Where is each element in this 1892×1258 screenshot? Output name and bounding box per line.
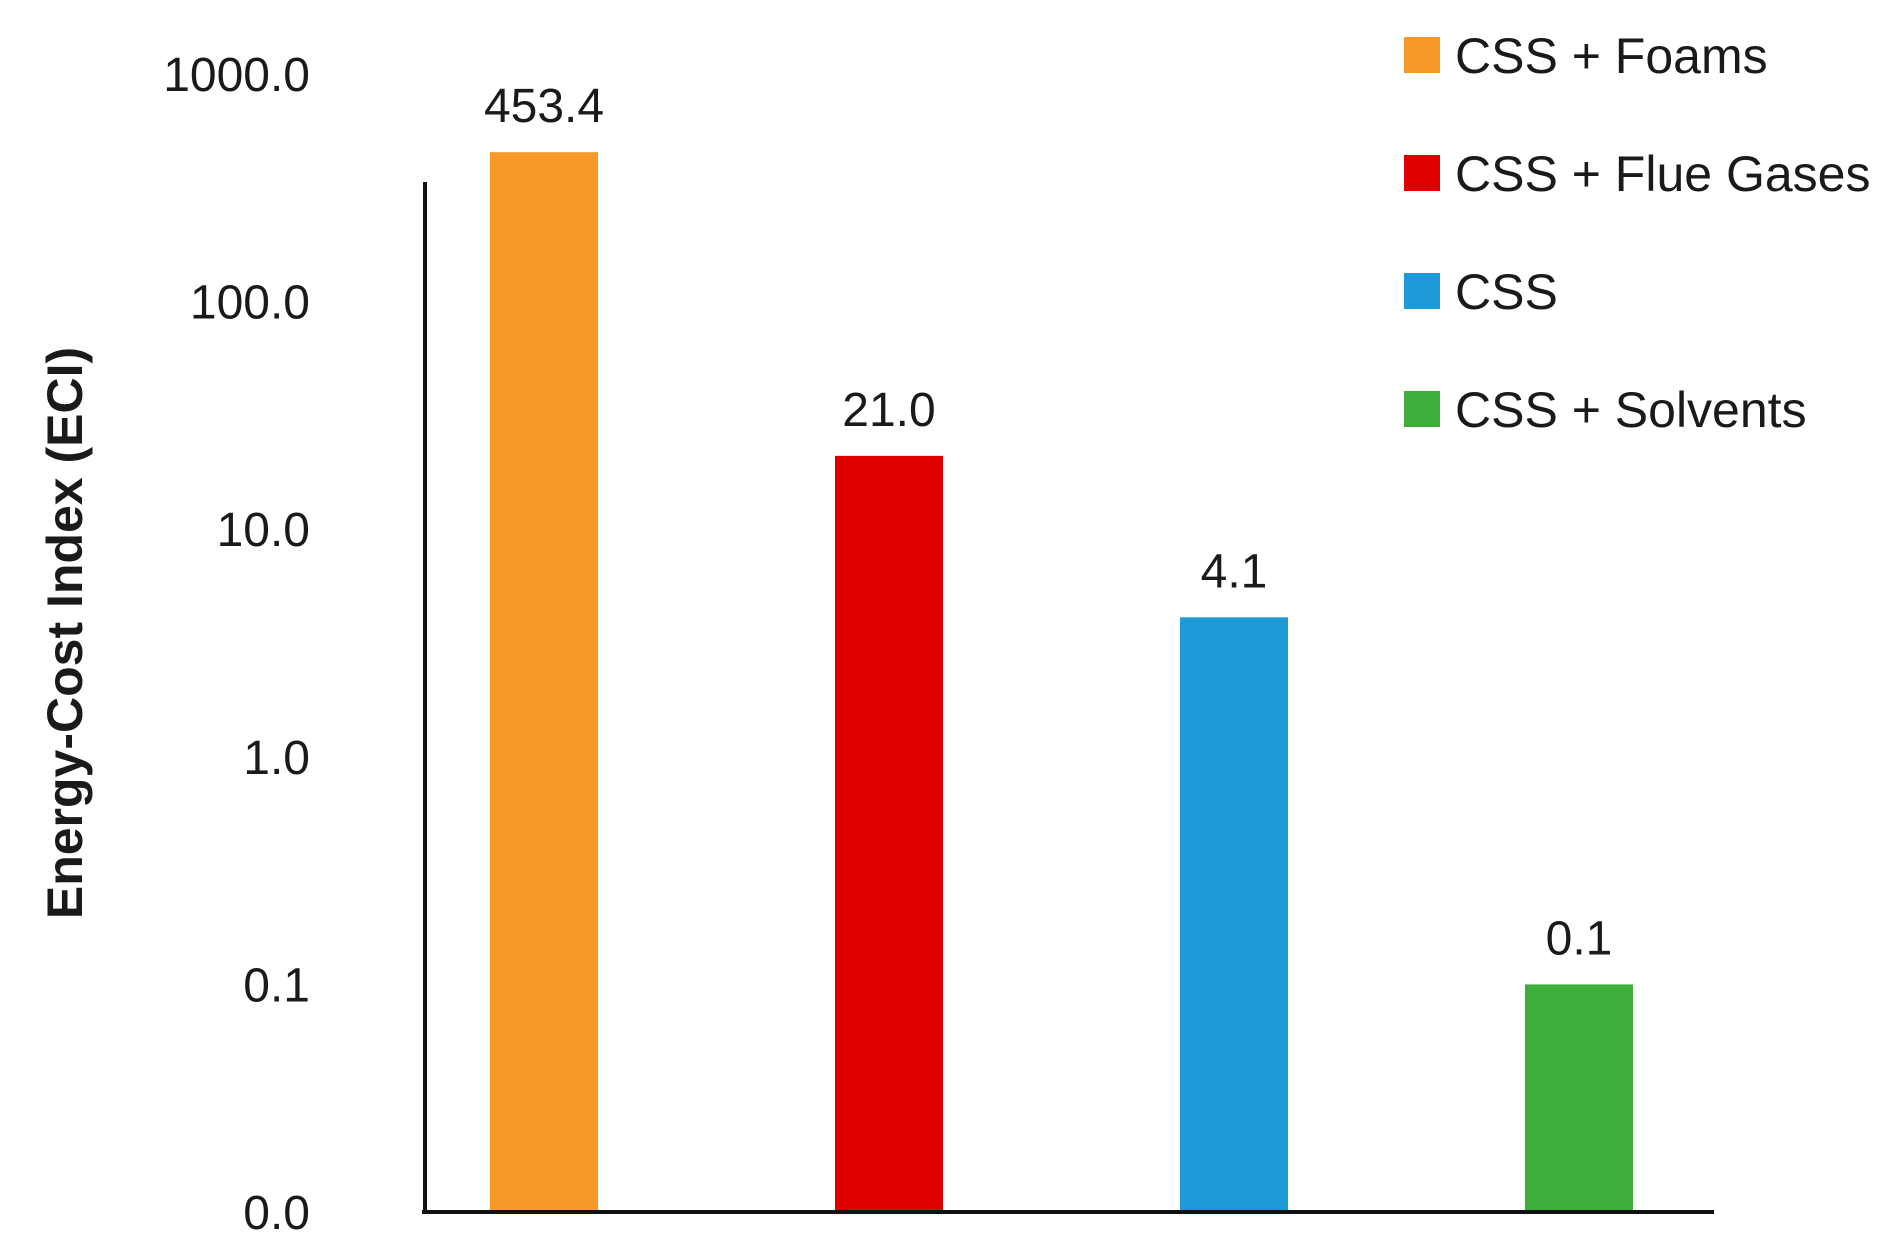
y-axis-title: Energy-Cost Index (ECI) (37, 347, 93, 919)
y-tick-labels: 0.0 0.1 1.0 10.0 100.0 1000.0 (163, 49, 310, 1240)
y-tick-label: 0.0 (243, 1187, 310, 1240)
legend-label: CSS + Solvents (1455, 382, 1807, 438)
legend-label: CSS + Foams (1455, 28, 1768, 84)
bar (1525, 984, 1633, 1212)
legend-swatch (1404, 273, 1440, 309)
y-tick-label: 100.0 (190, 277, 310, 330)
data-label: 21.0 (842, 384, 935, 437)
legend: CSS + Foams CSS + Flue Gases CSS CSS + Solv… (1404, 28, 1870, 438)
data-labels: 453.4 21.0 4.1 0.1 (484, 80, 1612, 965)
y-tick-label: 1000.0 (163, 49, 310, 102)
y-tick-label: 10.0 (217, 504, 310, 557)
data-label: 0.1 (1546, 912, 1613, 965)
data-label: 4.1 (1201, 545, 1268, 598)
bar (835, 455, 943, 1212)
bar (1180, 617, 1288, 1212)
legend-label: CSS + Flue Gases (1455, 146, 1870, 202)
legend-swatch (1404, 37, 1440, 73)
bar (490, 152, 598, 1212)
legend-swatch (1404, 155, 1440, 191)
bars (490, 152, 1633, 1212)
y-tick-label: 0.1 (243, 959, 310, 1012)
legend-label: CSS (1455, 264, 1558, 320)
data-label: 453.4 (484, 80, 604, 133)
legend-swatch (1404, 391, 1440, 427)
y-tick-label: 1.0 (243, 732, 310, 785)
